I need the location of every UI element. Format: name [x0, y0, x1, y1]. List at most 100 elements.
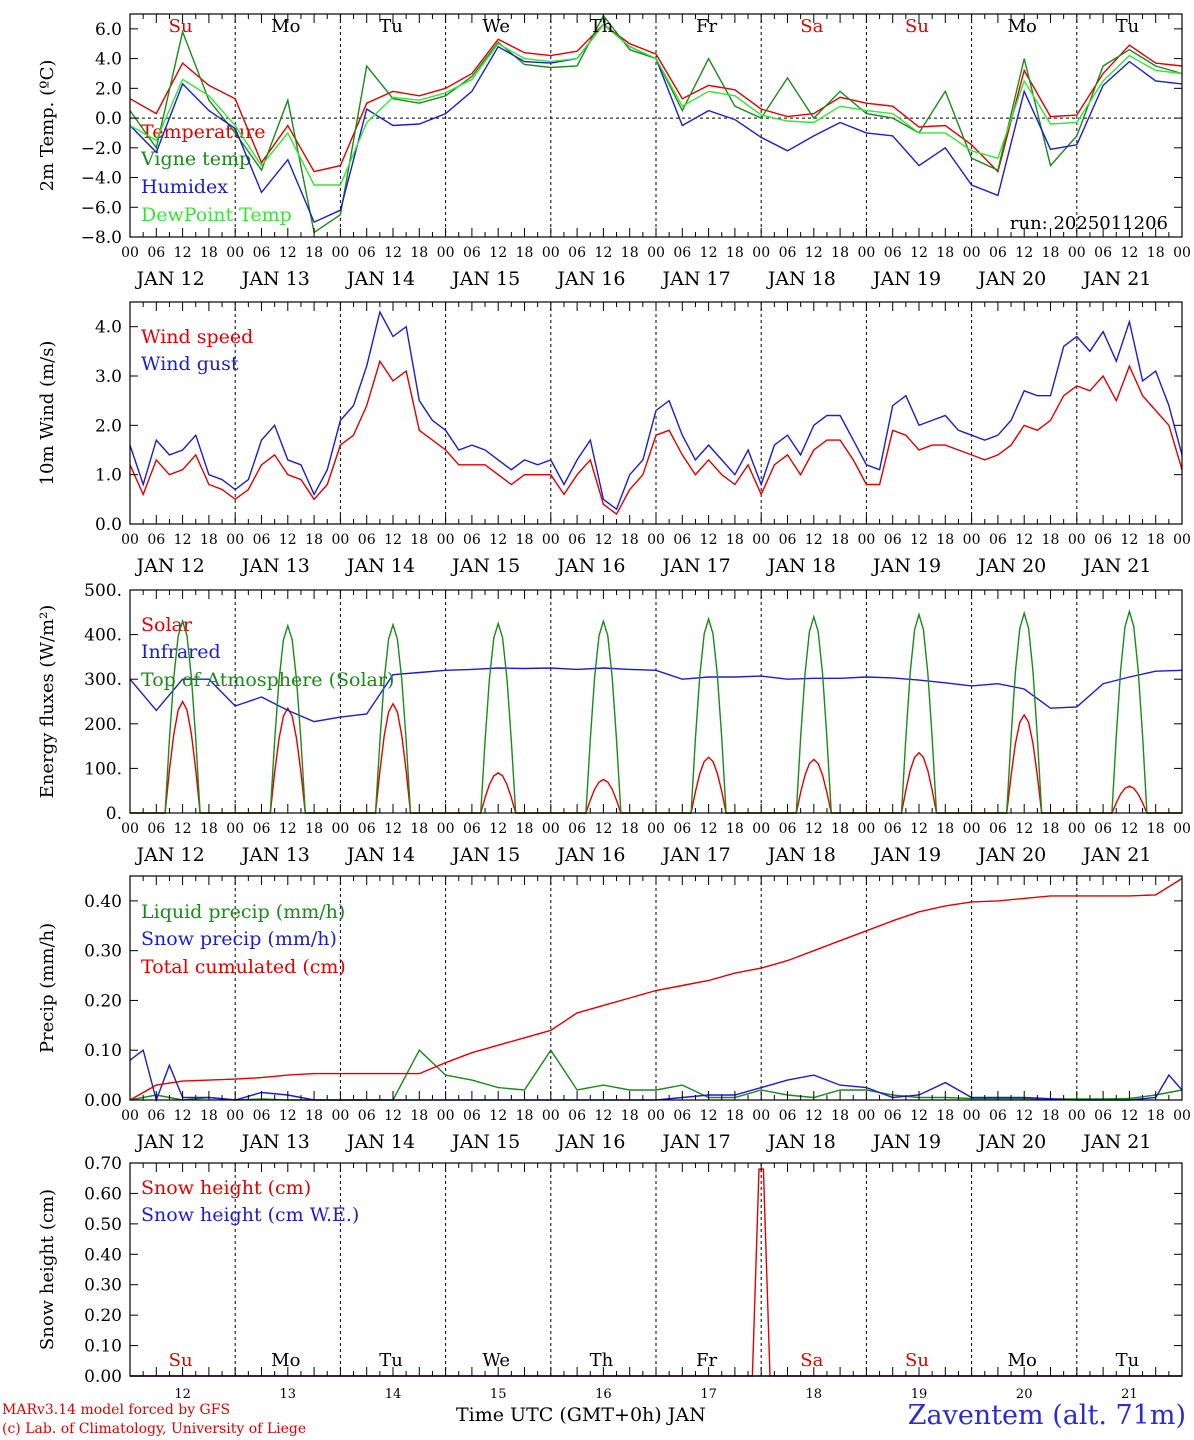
y-tick-label: 100. [84, 759, 122, 779]
hour-label: 12 [1015, 245, 1033, 261]
y-tick-label: 0.60 [84, 1184, 122, 1204]
hour-label: 00 [963, 245, 981, 261]
y-tick-label: 0.30 [84, 1276, 122, 1296]
weekday-label: Tu [379, 1350, 403, 1371]
hour-label: 06 [779, 821, 797, 837]
hour-label: 18 [936, 532, 954, 548]
hour-label: 18 [621, 821, 639, 837]
hour-label: 18 [410, 532, 428, 548]
hour-label: 00 [121, 1108, 139, 1124]
legend-entry: Snow height (cm) [141, 1177, 311, 1199]
y-tick-label: 0.0 [95, 515, 122, 535]
legend-entry: Vigne temp [140, 148, 251, 170]
hour-label: 00 [542, 821, 560, 837]
hour-label: 00 [331, 821, 349, 837]
day-number-label: 21 [1121, 1387, 1138, 1402]
hour-label: 18 [936, 821, 954, 837]
hour-label: 00 [542, 1108, 560, 1124]
date-label: JAN 16 [555, 268, 625, 290]
date-label: JAN 14 [345, 844, 415, 866]
chart-panel-2: Wind speed Wind gust 0.0 1.0 2.0 3.0 4.0 10m Wi… [37, 301, 1191, 577]
hour-label: 18 [621, 532, 639, 548]
model-credit: MARv3.14 model forced by GFS [2, 1402, 231, 1418]
date-label: JAN 17 [661, 844, 731, 866]
date-label: JAN 12 [135, 1131, 205, 1153]
hour-label: 06 [673, 245, 691, 261]
hour-label: 06 [779, 1108, 797, 1124]
hour-label: 06 [253, 245, 271, 261]
date-label: JAN 14 [345, 1131, 415, 1153]
hour-label: 12 [174, 245, 192, 261]
hour-label: 00 [857, 821, 875, 837]
hour-label: 06 [253, 821, 271, 837]
hour-label: 12 [279, 821, 297, 837]
hour-label: 18 [200, 245, 218, 261]
hour-label: 18 [1042, 821, 1060, 837]
legend-entry: Liquid precip (mm/h) [141, 901, 345, 923]
hour-label: 06 [463, 532, 481, 548]
date-label: JAN 12 [135, 268, 205, 290]
weekday-label: Tu [379, 16, 403, 37]
hour-label: 12 [384, 532, 402, 548]
hour-label: 12 [594, 1108, 612, 1124]
hour-label: 12 [594, 821, 612, 837]
y-tick-label: −2.0 [81, 139, 122, 159]
date-label: JAN 15 [450, 555, 520, 577]
hour-label: 06 [358, 532, 376, 548]
hour-label: 00 [542, 245, 560, 261]
date-label: JAN 18 [766, 1131, 836, 1153]
date-label: JAN 18 [766, 268, 836, 290]
weekday-label: Su [169, 1350, 193, 1371]
hour-label: 06 [253, 1108, 271, 1124]
hour-label: 00 [1173, 245, 1191, 261]
hour-label: 12 [910, 821, 928, 837]
y-tick-label: 0.50 [84, 1215, 122, 1235]
weekday-label: Mo [271, 1350, 300, 1371]
y-tick-label: 0.20 [84, 1306, 122, 1326]
y-tick-label: 0. [106, 804, 122, 824]
series-line-3 [129, 877, 1183, 1101]
series-line-4 [129, 23, 1183, 186]
day-number-label: 15 [490, 1387, 507, 1402]
hour-label: 12 [174, 821, 192, 837]
hour-label: 00 [647, 821, 665, 837]
hour-label: 12 [279, 1108, 297, 1124]
hour-label: 00 [331, 245, 349, 261]
date-label: JAN 16 [555, 1131, 625, 1153]
legend-entry: Solar [141, 614, 193, 636]
hour-label: 06 [358, 821, 376, 837]
day-number-label: 20 [1016, 1387, 1033, 1402]
date-label: JAN 18 [766, 555, 836, 577]
hour-label: 12 [174, 532, 192, 548]
hour-label: 06 [1094, 532, 1112, 548]
hour-label: 00 [226, 532, 244, 548]
hour-label: 00 [752, 245, 770, 261]
hour-label: 00 [647, 532, 665, 548]
hour-label: 06 [147, 245, 165, 261]
date-label: JAN 13 [240, 844, 310, 866]
weekday-label: Tu [1116, 1350, 1140, 1371]
hour-label: 00 [226, 1108, 244, 1124]
y-axis-label: Precip (mm/h) [37, 923, 58, 1053]
hour-label: 18 [200, 1108, 218, 1124]
hour-label: 00 [1068, 1108, 1086, 1124]
weekday-label: Mo [1008, 1350, 1037, 1371]
hour-label: 12 [1120, 1108, 1138, 1124]
y-tick-label: −8.0 [81, 228, 122, 248]
hour-label: 18 [726, 1108, 744, 1124]
series-line-2 [129, 309, 1183, 511]
date-label: JAN 19 [871, 1131, 941, 1153]
date-label: JAN 13 [240, 268, 310, 290]
hour-label: 00 [1068, 532, 1086, 548]
day-number-label: 18 [806, 1387, 823, 1402]
y-tick-label: 4.0 [95, 318, 122, 338]
hour-label: 00 [752, 1108, 770, 1124]
date-label: JAN 15 [450, 1131, 520, 1153]
hour-label: 18 [516, 245, 534, 261]
day-number-label: 17 [700, 1387, 717, 1402]
legend-entry: Temperature [141, 121, 265, 143]
hour-label: 00 [437, 1108, 455, 1124]
y-tick-label: 0.70 [84, 1154, 122, 1174]
y-axis-label: Snow height (cm) [37, 1189, 58, 1350]
y-tick-label: 0.10 [84, 1041, 122, 1061]
